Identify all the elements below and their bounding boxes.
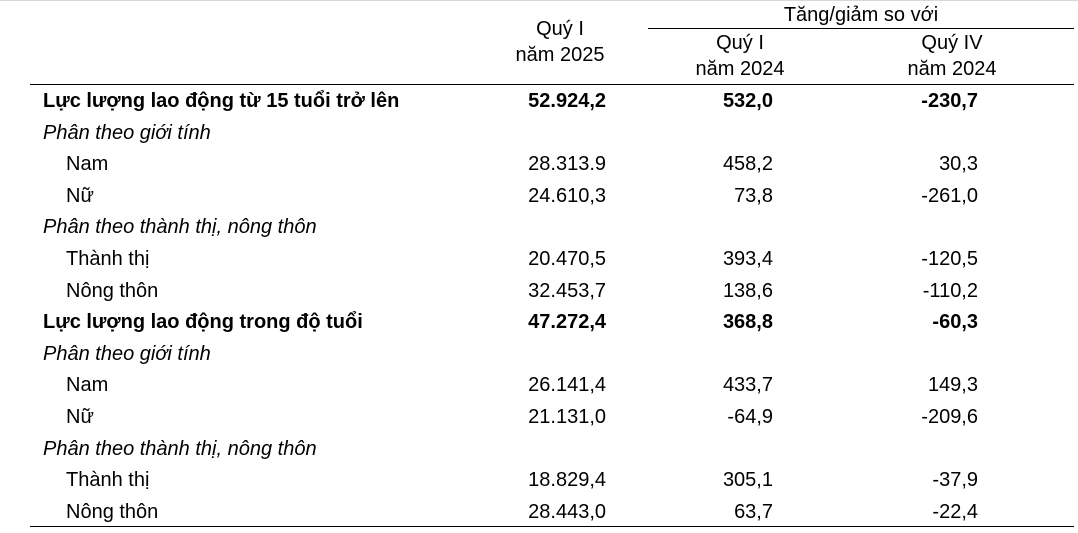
cell-q1-2025: 28.443,0 bbox=[528, 500, 606, 523]
cell-vs-q4-2024: -22,4 bbox=[932, 500, 978, 523]
table-row-subheading-sex: Phân theo giới tính bbox=[0, 339, 1078, 371]
cell-vs-q4-2024: -261,0 bbox=[921, 184, 978, 207]
cell-vs-q4-2024: 149,3 bbox=[927, 374, 978, 397]
cell-vs-q4-2024: -230,7 bbox=[921, 90, 978, 112]
top-border bbox=[0, 0, 1078, 1]
column-header-vs-q4-2024-line2: năm 2024 bbox=[907, 58, 997, 80]
cell-q1-2025: 26.141,4 bbox=[528, 374, 606, 397]
column-header-vs-q4-2024-line1: Quý IV bbox=[921, 32, 983, 54]
column-group-header: Tăng/giảm so với bbox=[783, 4, 939, 26]
cell-vs-q1-2024: 138,6 bbox=[722, 279, 773, 302]
cell-vs-q1-2024: 393,4 bbox=[722, 247, 773, 270]
column-header-q1-2025-line2: năm 2025 bbox=[515, 44, 605, 66]
row-label: Nam bbox=[66, 374, 109, 397]
cell-vs-q1-2024: 63,7 bbox=[734, 500, 773, 523]
row-label: Lực lượng lao động từ 15 tuổi trở lên bbox=[43, 90, 400, 112]
table-row-female: Nữ 21.131,0 -64,9 -209,6 bbox=[0, 402, 1078, 434]
cell-vs-q1-2024: 305,1 bbox=[722, 469, 773, 492]
cell-q1-2025: 47.272,4 bbox=[528, 311, 606, 334]
row-label: Thành thị bbox=[66, 247, 150, 270]
cell-q1-2025: 24.610,3 bbox=[528, 184, 606, 207]
cell-vs-q4-2024: -110,2 bbox=[922, 279, 978, 302]
table-row-female: Nữ 24.610,3 73,8 -261,0 bbox=[0, 181, 1078, 213]
table-row-subheading-urban-rural: Phân theo thành thị, nông thôn bbox=[0, 434, 1078, 466]
row-label: Nông thôn bbox=[66, 500, 159, 523]
cell-vs-q1-2024: 458,2 bbox=[722, 153, 773, 176]
cell-vs-q1-2024: 368,8 bbox=[722, 311, 773, 334]
table-row-urban: Thành thị 18.829,4 305,1 -37,9 bbox=[0, 465, 1078, 497]
column-header-vs-q1-2024-line2: năm 2024 bbox=[695, 58, 785, 80]
cell-q1-2025: 52.924,2 bbox=[528, 90, 606, 112]
table-header: Quý I năm 2025 Tăng/giảm so với Quý I nă… bbox=[0, 0, 1078, 88]
cell-vs-q1-2024: 433,7 bbox=[722, 374, 773, 397]
row-label: Lực lượng lao động trong độ tuổi bbox=[43, 311, 363, 334]
cell-q1-2025: 28.313.9 bbox=[528, 153, 606, 176]
row-label: Phân theo giới tính bbox=[43, 342, 211, 365]
column-group-rule bbox=[648, 28, 1074, 29]
row-label: Phân theo giới tính bbox=[43, 121, 211, 144]
table-bottom-rule bbox=[30, 526, 1074, 527]
column-header-vs-q1-2024-line1: Quý I bbox=[716, 32, 764, 54]
row-label: Phân theo thành thị, nông thôn bbox=[43, 437, 317, 460]
row-label: Thành thị bbox=[66, 469, 150, 492]
column-header-vs-q4-2024: Quý IV năm 2024 bbox=[872, 30, 1032, 82]
cell-vs-q4-2024: -60,3 bbox=[932, 311, 978, 334]
table-row-subheading-urban-rural: Phân theo thành thị, nông thôn bbox=[0, 212, 1078, 244]
cell-q1-2025: 32.453,7 bbox=[528, 279, 606, 302]
table-row-male: Nam 28.313.9 458,2 30,3 bbox=[0, 149, 1078, 181]
cell-vs-q1-2024: -64,9 bbox=[727, 405, 773, 428]
row-label: Nữ bbox=[66, 184, 94, 207]
table-top-rule bbox=[30, 84, 1074, 85]
table-row-total-15plus: Lực lượng lao động từ 15 tuổi trở lên 52… bbox=[0, 86, 1078, 118]
row-label: Nông thôn bbox=[66, 279, 159, 302]
table-row-rural: Nông thôn 32.453,7 138,6 -110,2 bbox=[0, 276, 1078, 308]
table-row-subheading-sex: Phân theo giới tính bbox=[0, 118, 1078, 150]
table-row-rural: Nông thôn 28.443,0 63,7 -22,4 bbox=[0, 497, 1078, 529]
cell-vs-q1-2024: 532,0 bbox=[722, 90, 773, 112]
cell-q1-2025: 18.829,4 bbox=[528, 469, 606, 492]
cell-vs-q4-2024: -209,6 bbox=[921, 405, 978, 428]
cell-vs-q1-2024: 73,8 bbox=[734, 184, 773, 207]
table-body: Lực lượng lao động từ 15 tuổi trở lên 52… bbox=[0, 86, 1078, 528]
table-row-urban: Thành thị 20.470,5 393,4 -120,5 bbox=[0, 244, 1078, 276]
row-label: Nữ bbox=[66, 405, 94, 428]
cell-vs-q4-2024: -37,9 bbox=[932, 469, 978, 492]
cell-q1-2025: 20.470,5 bbox=[528, 247, 606, 270]
table-row-male: Nam 26.141,4 433,7 149,3 bbox=[0, 370, 1078, 402]
cell-vs-q4-2024: -120,5 bbox=[921, 247, 978, 270]
column-header-vs-q1-2024: Quý I năm 2024 bbox=[660, 30, 820, 82]
cell-q1-2025: 21.131,0 bbox=[528, 405, 606, 428]
column-header-q1-2025-line1: Quý I bbox=[536, 18, 584, 40]
cell-vs-q4-2024: 30,3 bbox=[939, 153, 978, 176]
table-row-total-working-age: Lực lượng lao động trong độ tuổi 47.272,… bbox=[0, 307, 1078, 339]
row-label: Phân theo thành thị, nông thôn bbox=[43, 216, 317, 239]
column-header-q1-2025: Quý I năm 2025 bbox=[480, 16, 640, 68]
row-label: Nam bbox=[66, 153, 109, 176]
